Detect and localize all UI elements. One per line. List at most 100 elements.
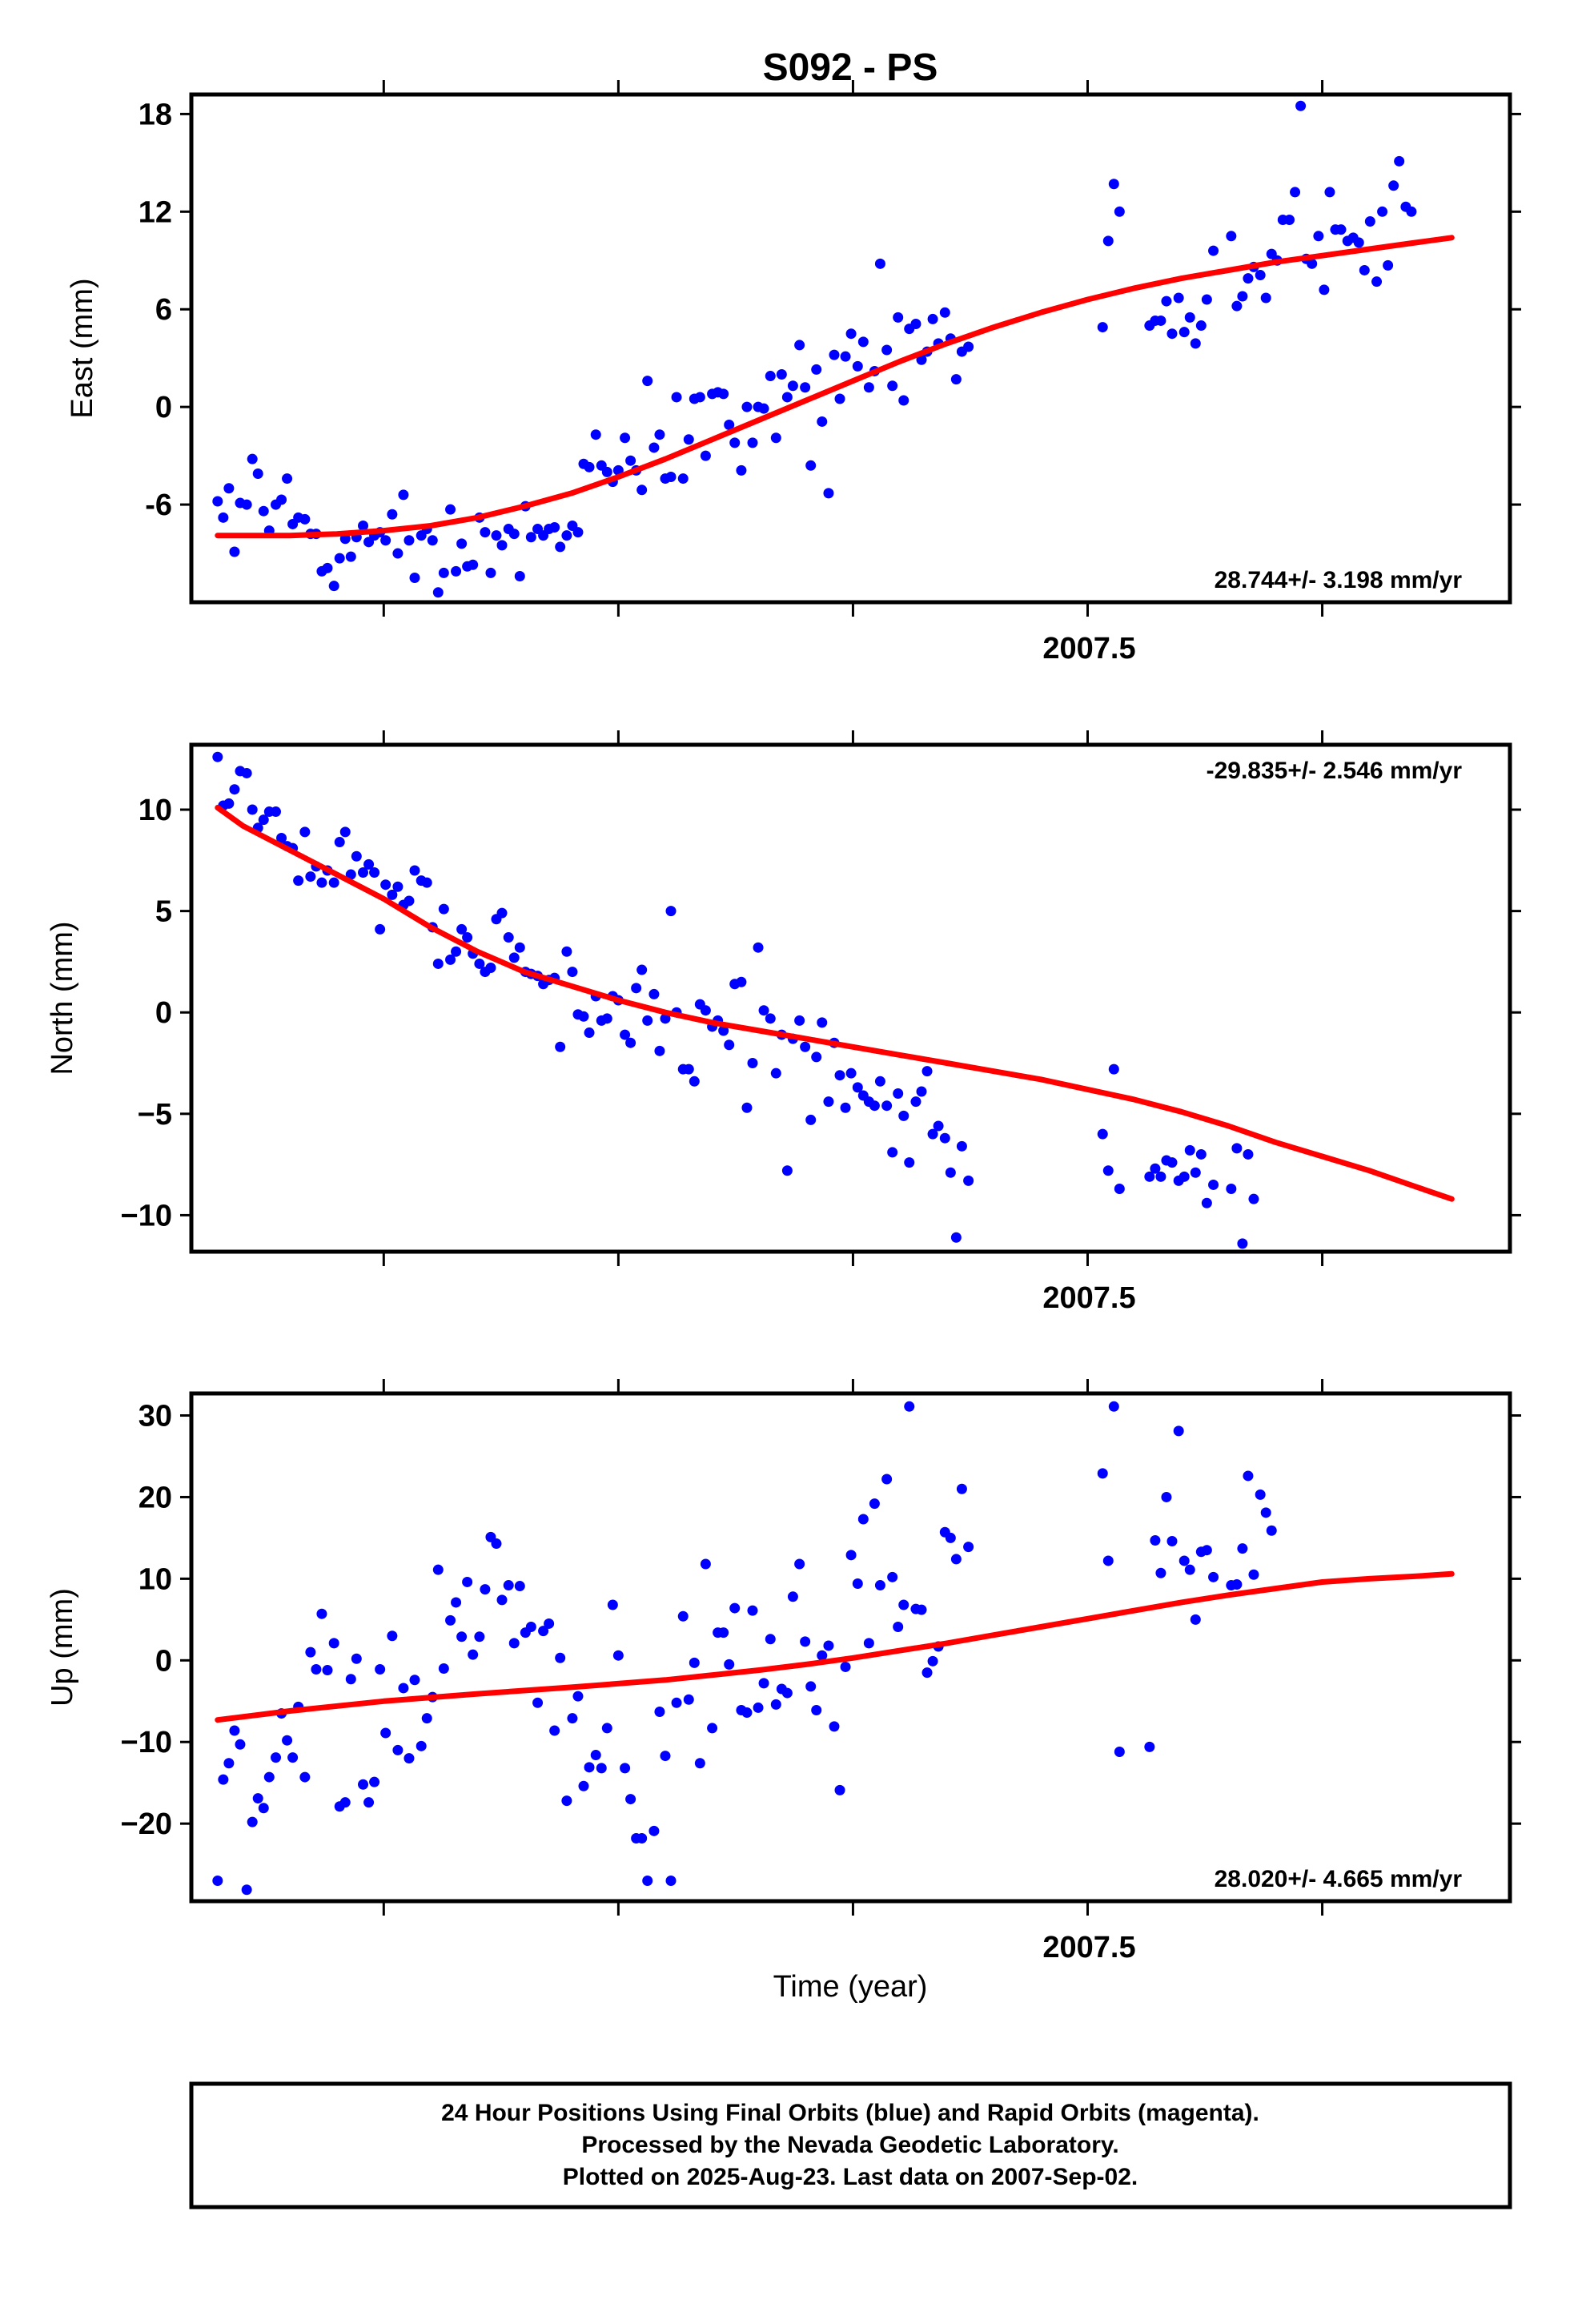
data-point (258, 505, 269, 517)
data-point (445, 954, 456, 965)
data-point (887, 380, 898, 392)
data-point (328, 1638, 339, 1649)
y-tick-label: 5 (155, 895, 172, 929)
data-point (765, 1634, 776, 1645)
data-point (927, 1655, 938, 1667)
data-point (468, 559, 479, 570)
data-point (620, 1029, 631, 1040)
data-point (1102, 235, 1114, 247)
data-point (805, 1114, 817, 1125)
trend-line (215, 805, 1455, 1202)
data-point (660, 1013, 671, 1024)
data-point (794, 1558, 805, 1570)
y-axis-label: North (mm) (46, 921, 79, 1075)
data-point (456, 1631, 468, 1642)
y-tick-label: -6 (145, 489, 172, 522)
data-point (840, 1102, 851, 1113)
data-point (863, 1638, 874, 1649)
data-point (241, 499, 252, 510)
data-point (474, 958, 485, 969)
data-point (322, 562, 333, 573)
data-point (904, 1401, 915, 1412)
data-point (1371, 276, 1383, 287)
data-point (770, 432, 781, 444)
data-point (485, 963, 496, 974)
data-point (339, 1797, 351, 1808)
data-point (271, 806, 282, 818)
data-point (758, 403, 769, 414)
data-point (817, 1017, 828, 1028)
data-point (572, 1691, 584, 1702)
data-point (665, 1876, 677, 1887)
data-point (845, 328, 857, 340)
data-point (1102, 1165, 1114, 1176)
data-point (311, 1664, 322, 1675)
data-point (451, 565, 462, 577)
east-panel: -6 0 6 12 18 East (mm) 2007.5 28.744+/- 3.198 m… (66, 80, 1521, 665)
data-point (496, 907, 508, 919)
trend-line (215, 235, 1455, 539)
data-points (212, 100, 1417, 598)
data-point (881, 1100, 893, 1112)
data-point (380, 535, 391, 546)
chart-title: S092 - PS (763, 46, 938, 89)
data-point (263, 1771, 275, 1783)
data-point (508, 529, 520, 540)
data-point (223, 1758, 235, 1769)
data-point (700, 1558, 711, 1570)
data-point (432, 587, 444, 598)
data-point (671, 392, 682, 403)
data-point (601, 466, 612, 477)
data-point (496, 1594, 508, 1606)
data-point (538, 1626, 549, 1637)
data-point (845, 1068, 857, 1079)
data-point (834, 1784, 845, 1795)
data-point (1173, 292, 1184, 304)
data-point (514, 570, 525, 581)
data-point (939, 1132, 950, 1144)
data-point (898, 1110, 909, 1121)
data-point (229, 546, 240, 557)
data-point (1406, 206, 1417, 217)
data-point (921, 1667, 933, 1679)
data-point (456, 923, 468, 935)
data-point (1190, 338, 1201, 349)
data-point (351, 1653, 362, 1664)
data-point (252, 468, 263, 479)
data-point (747, 437, 758, 448)
data-point (1237, 291, 1248, 302)
data-point (857, 336, 869, 348)
data-point (1150, 1163, 1161, 1174)
data-point (718, 388, 729, 400)
data-point (677, 473, 689, 485)
data-point (636, 964, 648, 975)
data-point (1266, 1525, 1277, 1536)
data-point (1295, 100, 1307, 111)
data-point (1178, 327, 1190, 338)
data-point (863, 382, 874, 393)
data-point (432, 1564, 444, 1575)
data-point (945, 1532, 956, 1543)
data-point (1161, 296, 1172, 307)
x-tick-label: 2007.5 (1042, 632, 1135, 665)
data-point (462, 1576, 473, 1587)
data-point (683, 1063, 694, 1075)
data-point (345, 1674, 356, 1685)
data-point (700, 450, 711, 461)
data-point (404, 1753, 415, 1764)
data-point (794, 340, 805, 351)
data-point (358, 1779, 369, 1790)
data-point (636, 485, 648, 496)
data-point (840, 1661, 851, 1672)
data-point (857, 1514, 869, 1525)
data-point (503, 932, 514, 943)
data-point (1231, 1579, 1243, 1590)
data-point (235, 1739, 246, 1750)
data-point (387, 509, 398, 520)
data-point (927, 1128, 938, 1140)
data-point (642, 1015, 653, 1026)
data-point (271, 1752, 282, 1763)
data-point (358, 520, 369, 531)
data-point (1243, 273, 1254, 284)
y-tick-label: −10 (121, 1726, 172, 1759)
